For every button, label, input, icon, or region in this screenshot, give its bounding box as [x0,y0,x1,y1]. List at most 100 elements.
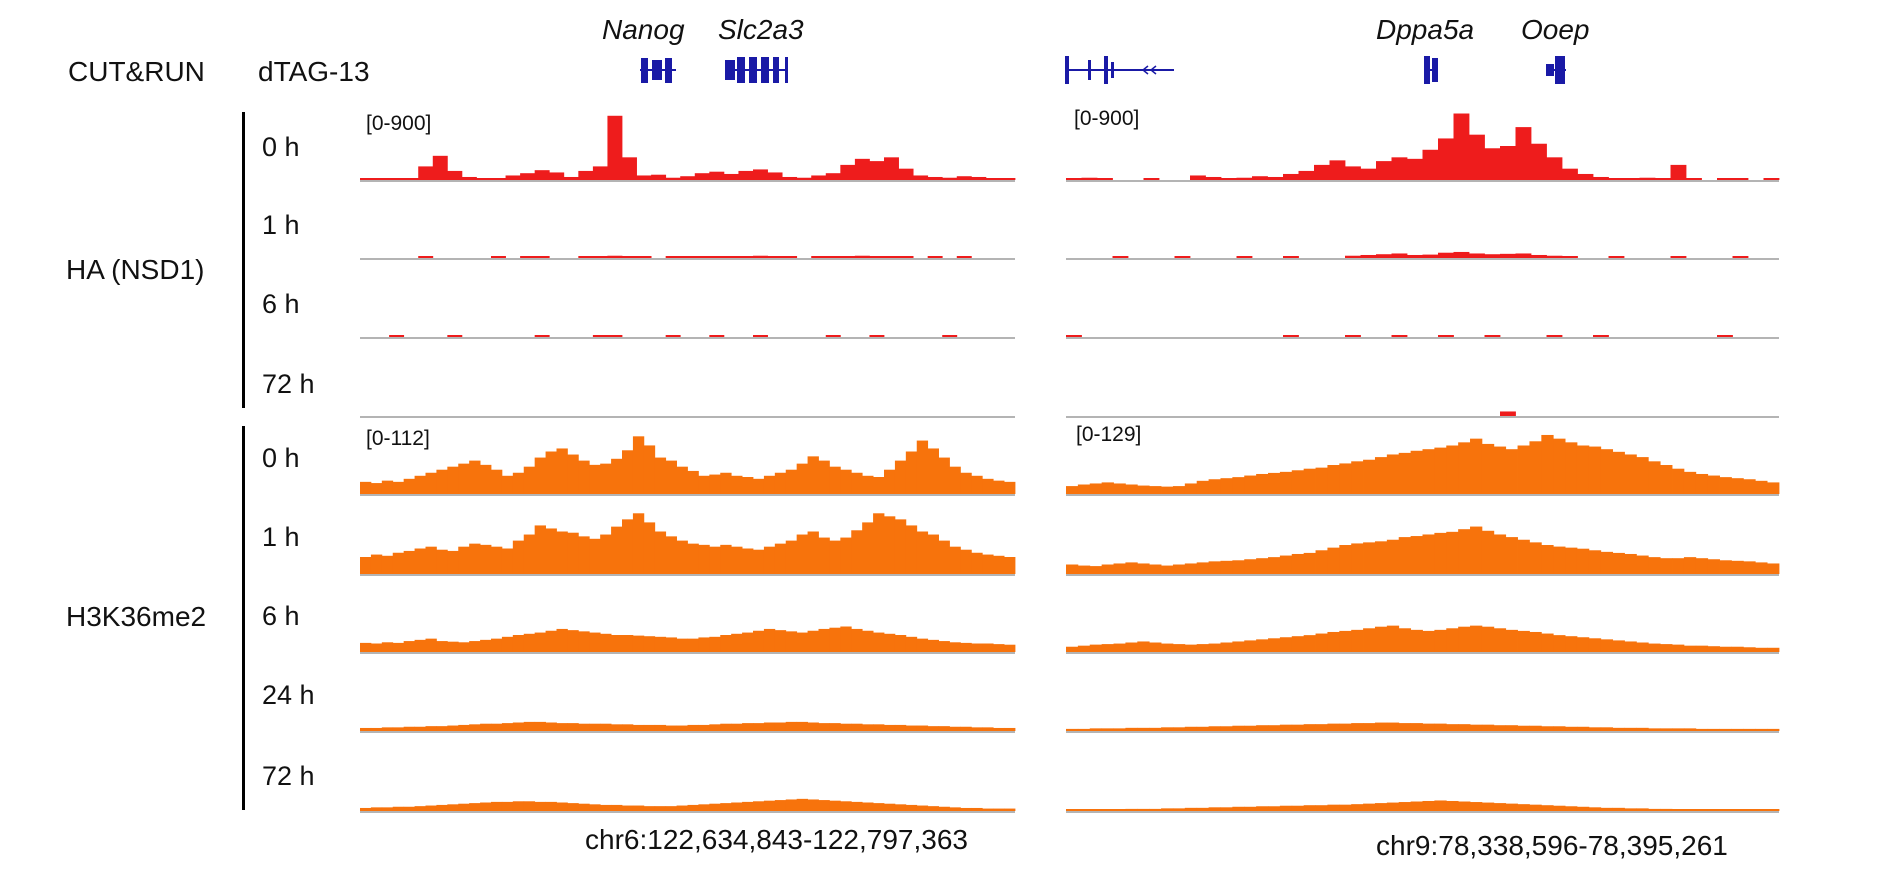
signal-bin [1345,166,1361,180]
gene-label-slc2a3: Slc2a3 [718,14,804,45]
signal-bin [913,175,929,180]
signal-bin [1565,636,1578,652]
signal-bin [1172,564,1186,574]
range-label-k36-right: [0-129] [1076,423,1142,446]
signal-bin [1529,441,1542,494]
signal-bin [1600,727,1614,731]
signal-bin [927,448,939,494]
signal-bin [622,157,637,180]
signal-bin [360,557,372,574]
signal-bin [698,637,710,652]
signal-bin [738,170,754,180]
signal-bin [665,460,677,494]
track-k36-left-24h [360,721,1016,733]
signal-bin [709,546,721,574]
signal-bin [774,472,787,494]
signal-bin [971,727,983,731]
signal-bin [862,475,874,494]
signal-bin [403,726,415,731]
signal-bin [512,801,525,811]
signal-bin [1161,486,1174,494]
signal-bin [622,519,634,574]
signal-bin [436,804,448,811]
signal-bin [1066,646,1079,652]
signal-bin [1196,644,1209,652]
signal-bin [1374,457,1388,494]
signal-bin [1458,801,1471,811]
signal-bin [1600,449,1614,494]
signal-tracks [360,113,1780,813]
signal-bin [916,440,929,494]
signal-bin [1608,178,1625,180]
gene-exon [749,57,757,83]
signal-bin [1066,486,1079,494]
signal-bin [1600,551,1614,574]
signal-bin [1731,728,1744,731]
signal-bin [1196,562,1209,574]
track-k36-left-1h [360,513,1016,576]
signal-bin [782,256,798,258]
signal-bin [1004,481,1016,494]
signal-bin [1493,803,1507,811]
signal-bin [592,256,608,258]
signal-bin [763,628,776,652]
signal-bin [796,463,808,494]
signal-bin [556,802,568,811]
signal-bin [1624,808,1637,811]
signal-bin [1360,168,1377,180]
signal-bin [1089,728,1103,731]
signal-bin [1470,438,1483,494]
signal-bin [982,727,994,731]
signal-bin [632,805,645,811]
signal-bin [611,526,623,574]
group-bracket-h3k36me2 [242,426,245,810]
signal-bin [1000,178,1016,180]
signal-bin [1446,445,1459,494]
signal-bin [556,448,568,494]
signal-bin [476,178,492,180]
signal-bin [1636,555,1649,574]
signal-bin [985,178,1001,180]
signal-bin [1149,642,1162,652]
signal-bin [1315,467,1328,494]
signal-bin [1719,560,1732,574]
signal-bin [1137,808,1150,811]
signal-bin [505,175,521,180]
signal-bin [611,724,623,731]
signal-bin [971,176,987,180]
signal-bin [1066,564,1079,574]
signal-bin [1755,562,1768,574]
signal-bin [1576,548,1590,574]
signal-bin [818,800,830,811]
signal-bin [753,801,765,811]
signal-bin [767,172,783,180]
signal-bin [1398,452,1412,494]
signal-bin [1268,638,1281,652]
signal-bin [862,630,874,652]
signal-bin [1648,808,1661,811]
signal-bin [851,628,863,652]
signal-bin [592,166,608,180]
signal-bin [720,544,732,574]
signal-bin [534,256,550,258]
signal-bin [1256,806,1269,811]
signal-bin [1695,809,1709,811]
signal-bin [1137,485,1150,494]
track-ha-left-1h [360,255,1015,260]
signal-bin [389,178,405,180]
signal-bin [491,801,503,811]
signal-bin [894,519,907,574]
signal-bin [1719,728,1732,731]
signal-bin [807,722,819,731]
signal-bin [534,721,546,731]
signal-bin [578,170,594,180]
signal-bin [392,481,405,494]
signal-bin [1683,471,1697,494]
signal-bin [1612,807,1625,811]
signal-bin [1113,483,1126,494]
signal-bin [1446,531,1459,574]
signal-bin [709,171,725,180]
signal-bin [1077,565,1091,574]
signal-bin [1755,480,1768,494]
signal-bin [1672,558,1685,574]
